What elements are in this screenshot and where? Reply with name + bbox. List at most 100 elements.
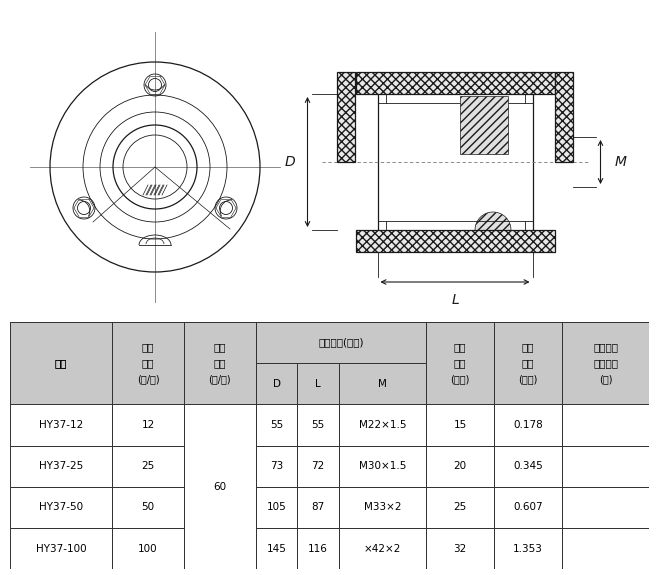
Bar [297, 446, 339, 487]
Text: 重量: 重量 [522, 343, 534, 352]
Text: 145: 145 [267, 543, 287, 554]
Text: L: L [451, 293, 459, 307]
Bar [355, 230, 554, 252]
Text: (升/分): (升/分) [136, 374, 159, 384]
Bar [184, 322, 256, 404]
Text: 网孔: 网孔 [214, 358, 226, 368]
Bar [10, 322, 112, 404]
Bar [562, 528, 649, 569]
Text: 60: 60 [214, 482, 227, 492]
Bar [112, 487, 184, 528]
Circle shape [475, 212, 511, 248]
Text: 100: 100 [138, 543, 158, 554]
Bar [339, 487, 426, 528]
Bar [297, 363, 339, 404]
Bar [494, 487, 562, 528]
Bar [339, 363, 426, 404]
Text: M: M [378, 379, 387, 389]
Text: 0.178: 0.178 [513, 420, 543, 430]
Bar [10, 404, 112, 446]
Bar [256, 404, 297, 446]
Text: 25: 25 [453, 503, 467, 512]
Bar [426, 404, 494, 446]
Bar [112, 322, 184, 404]
Text: 流量: 流量 [142, 343, 154, 352]
Text: D: D [284, 155, 295, 169]
Bar [339, 363, 426, 404]
Text: HY37-100: HY37-100 [36, 543, 86, 554]
Text: 型号: 型号 [55, 358, 67, 368]
Text: 型号: 型号 [55, 358, 67, 368]
Bar [256, 487, 297, 528]
Text: HY37-25: HY37-25 [39, 461, 83, 472]
Text: M33×2: M33×2 [364, 503, 401, 512]
Text: 15: 15 [453, 420, 467, 430]
Bar [112, 528, 184, 569]
Text: (目/时): (目/时) [208, 374, 231, 384]
Text: 12: 12 [141, 420, 155, 430]
Text: 73: 73 [270, 461, 283, 472]
Text: 87: 87 [312, 503, 325, 512]
Text: 网孔: 网孔 [214, 343, 226, 352]
Bar [494, 404, 562, 446]
Text: 通径: 通径 [454, 358, 467, 368]
Bar [494, 322, 562, 404]
Text: 外形尺寸(毫米): 外形尺寸(毫米) [318, 338, 364, 348]
Bar [10, 322, 112, 404]
Bar [339, 528, 426, 569]
Bar [112, 404, 184, 446]
Bar [426, 446, 494, 487]
Bar [339, 446, 426, 487]
Text: (元): (元) [599, 374, 612, 384]
Bar [554, 72, 573, 162]
Bar [256, 322, 426, 363]
Bar [297, 487, 339, 528]
Text: HY37-12: HY37-12 [39, 420, 83, 430]
Text: M22×1.5: M22×1.5 [358, 420, 406, 430]
Bar [297, 363, 339, 404]
Bar [426, 487, 494, 528]
Bar [297, 528, 339, 569]
Bar [494, 446, 562, 487]
Text: 参考价格: 参考价格 [593, 343, 618, 352]
Text: 72: 72 [312, 461, 325, 472]
Text: 32: 32 [453, 543, 467, 554]
Text: 1.353: 1.353 [513, 543, 543, 554]
Bar [10, 528, 112, 569]
Text: ×42×2: ×42×2 [364, 543, 401, 554]
Bar [339, 404, 426, 446]
Text: 55: 55 [270, 420, 283, 430]
Text: 通径: 通径 [454, 343, 467, 352]
Bar [355, 72, 554, 94]
Bar [10, 446, 112, 487]
Bar [184, 322, 256, 404]
Text: 50: 50 [142, 503, 154, 512]
Text: 105: 105 [267, 503, 287, 512]
Bar [494, 528, 562, 569]
Text: 参考价格: 参考价格 [593, 358, 618, 368]
Text: M30×1.5: M30×1.5 [358, 461, 406, 472]
Text: 0.607: 0.607 [513, 503, 543, 512]
Bar [337, 72, 355, 162]
Text: 流量: 流量 [142, 358, 154, 368]
Text: M: M [614, 155, 627, 169]
Bar [256, 363, 297, 404]
Bar [562, 404, 649, 446]
Text: 0.345: 0.345 [513, 461, 543, 472]
Text: HY37-50: HY37-50 [39, 503, 83, 512]
Bar [562, 322, 649, 404]
Bar [184, 404, 256, 569]
Text: (毫米): (毫米) [450, 374, 470, 384]
Text: 25: 25 [141, 461, 155, 472]
Bar [256, 528, 297, 569]
Bar [426, 322, 494, 404]
Bar [494, 322, 562, 404]
Bar [426, 322, 494, 404]
Bar [297, 404, 339, 446]
Bar [256, 363, 297, 404]
Bar [10, 487, 112, 528]
Bar [562, 322, 649, 404]
Text: 重量: 重量 [522, 358, 534, 368]
Text: 55: 55 [312, 420, 325, 430]
Bar [562, 446, 649, 487]
